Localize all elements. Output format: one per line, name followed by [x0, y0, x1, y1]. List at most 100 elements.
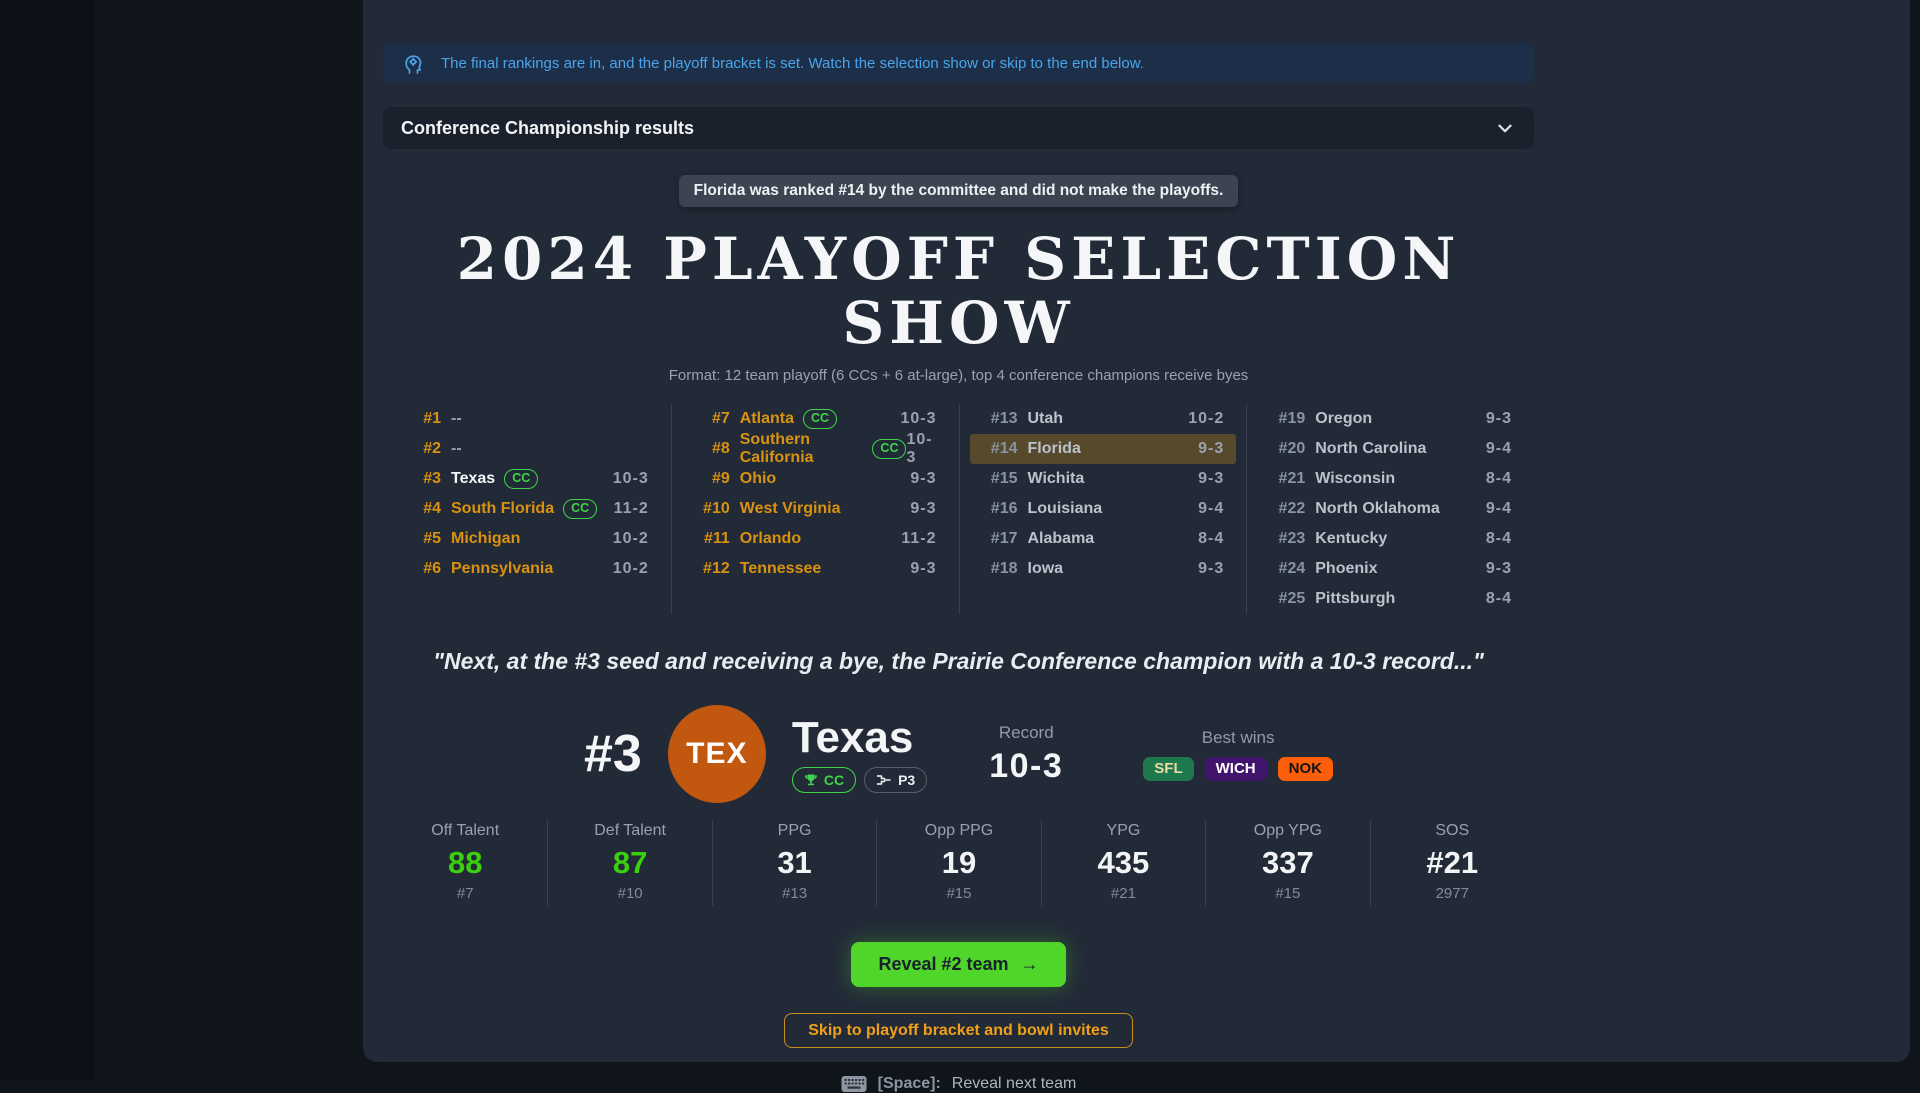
ranking-row: #13 Utah 10-2 [982, 404, 1225, 434]
team-name-block: Texas CC [791, 712, 928, 793]
stat-value: 435 [1097, 845, 1150, 880]
team-record: 9-3 [910, 560, 937, 577]
ranking-row: #17 Alabama 8-4 [982, 524, 1225, 554]
stat-rank: #10 [617, 885, 643, 902]
cc-badge: CC [872, 439, 907, 459]
cc-badge: CC [504, 469, 539, 489]
team-record: 10-3 [612, 470, 649, 487]
reveal-next-team-button[interactable]: Reveal #2 team → [851, 942, 1066, 987]
stat-label: Opp PPG [924, 822, 994, 839]
conference-results-toggle[interactable]: Conference Championship results [383, 107, 1534, 149]
team-name: Alabama [1027, 530, 1095, 547]
rank-number: #3 [423, 470, 441, 487]
team-name: Texas [451, 470, 496, 487]
team-record: 9-4 [1485, 500, 1512, 517]
hint-key: [Space]: [877, 1075, 941, 1092]
ranking-row: #18 Iowa 9-3 [982, 554, 1225, 584]
keyboard-hint: [Space]: Reveal next team [383, 1075, 1534, 1093]
ranking-row: #16 Louisiana 9-4 [982, 494, 1225, 524]
rankings-column-3: #13 Utah 10-2 #14 Florida 9-3 #15 Wichita 9-3 #16… [958, 404, 1247, 614]
team-name: Atlanta [739, 410, 794, 427]
team-name: Wisconsin [1315, 470, 1396, 487]
format-subtitle: Format: 12 team playoff (6 CCs + 6 at-la… [668, 367, 1249, 384]
stat-rank: #15 [946, 885, 972, 902]
stat-cell: Off Talent 88 #7 [383, 820, 547, 906]
rank-number: #23 [1278, 530, 1306, 547]
team-abbreviation: TEX [686, 737, 748, 770]
team-record: 9-4 [1485, 440, 1512, 457]
ranking-row: #7 Atlanta CC 10-3 [694, 404, 937, 434]
team-record: 9-3 [1198, 440, 1225, 457]
team-record: 9-3 [1198, 560, 1225, 577]
team-name: North Carolina [1315, 440, 1427, 457]
ranking-row: #23 Kentucky 8-4 [1269, 524, 1512, 554]
ranking-row: #3 Texas CC 10-3 [405, 464, 649, 494]
best-wins-badges: SFL WICH NOK [1143, 756, 1333, 781]
banner-text: The final rankings are in, and the playo… [441, 54, 1144, 72]
stat-rank: #13 [782, 885, 808, 902]
rank-number: #4 [423, 500, 441, 517]
trophy-icon [805, 774, 817, 785]
rank-number: #9 [711, 470, 730, 487]
rank-number: #16 [990, 500, 1018, 517]
ranking-row: #4 South Florida CC 11-2 [405, 494, 649, 524]
team-name: Pennsylvania [451, 560, 554, 577]
best-win-badge: NOK [1277, 756, 1333, 781]
revealed-team-card: #3 TEX Texas CC [383, 698, 1534, 810]
hint-text: Reveal next team [951, 1075, 1077, 1092]
team-name: North Oklahoma [1315, 500, 1440, 517]
team-name: Orlando [739, 530, 802, 547]
rank-number: #11 [703, 530, 730, 547]
rankings-grid: #1 -- #2 -- #3 Texas CC 10-3 #4 South Florida CC 11… [383, 404, 1534, 614]
ranking-row: #12 Tennessee 9-3 [694, 554, 937, 584]
stat-rank: #21 [1110, 885, 1136, 902]
team-name: Florida [1027, 440, 1081, 457]
committee-tooltip: Florida was ranked #14 by the committee … [678, 175, 1239, 207]
conference-results-title: Conference Championship results [401, 117, 695, 138]
ranking-row: #21 Wisconsin 8-4 [1269, 464, 1512, 494]
team-record: 8-4 [1485, 470, 1512, 487]
reveal-button-label: Reveal #2 team [878, 954, 1009, 974]
ranking-row: #9 Ohio 9-3 [694, 464, 937, 494]
seed-badge-label: P3 [898, 771, 916, 788]
team-stats-grid: Off Talent 88 #7 Def Talent 87 #10 PPG 31 #13 Opp… [383, 820, 1534, 906]
rank-number: #1 [423, 410, 441, 427]
ranking-row: #5 Michigan 10-2 [405, 524, 649, 554]
stat-value: 87 [612, 845, 648, 880]
rankings-column-4: #19 Oregon 9-3 #20 North Carolina 9-4 #21 Wisco… [1246, 404, 1534, 614]
page-left-gutter [0, 0, 95, 1080]
rank-number: #13 [990, 410, 1018, 427]
ranking-row: #10 West Virginia 9-3 [694, 494, 937, 524]
stat-cell: PPG 31 #13 [711, 820, 876, 906]
tooltip-wrap: Florida was ranked #14 by the committee … [383, 175, 1534, 207]
team-name: -- [451, 410, 462, 427]
rank-number: #25 [1278, 590, 1306, 607]
rankings-column-2: #7 Atlanta CC 10-3 #8 Southern California CC 10… [670, 404, 959, 614]
team-name: Louisiana [1027, 500, 1103, 517]
rank-number: #5 [423, 530, 441, 547]
team-name: Michigan [451, 530, 521, 547]
rank-number: #18 [990, 560, 1018, 577]
rank-number: #6 [423, 560, 441, 577]
team-record: 10-3 [900, 410, 937, 427]
skip-to-bracket-button[interactable]: Skip to playoff bracket and bowl invites [784, 1013, 1133, 1048]
content-column: The final rankings are in, and the playo… [383, 43, 1534, 1093]
team-name: Ohio [739, 470, 777, 487]
team-name: Oregon [1315, 410, 1373, 427]
announcer-quote: "Next, at the #3 seed and receiving a by… [433, 648, 1484, 674]
rank-number: #7 [711, 410, 730, 427]
stat-label: PPG [777, 822, 812, 839]
team-record: 8-4 [1485, 530, 1512, 547]
team-name: Southern California [739, 431, 814, 466]
stat-cell: Opp PPG 19 #15 [876, 820, 1040, 906]
stat-rank: #7 [456, 885, 474, 902]
stat-label: Off Talent [431, 822, 500, 839]
team-name: Pittsburgh [1315, 590, 1396, 607]
stat-cell: YPG 435 #21 [1040, 820, 1205, 906]
team-name: Texas [791, 712, 914, 762]
team-record: 11-2 [613, 500, 649, 517]
ranking-row: #15 Wichita 9-3 [982, 464, 1225, 494]
ranking-row: #24 Phoenix 9-3 [1269, 554, 1512, 584]
team-record: 10-3 [906, 431, 933, 466]
team-name: Tennessee [739, 560, 822, 577]
